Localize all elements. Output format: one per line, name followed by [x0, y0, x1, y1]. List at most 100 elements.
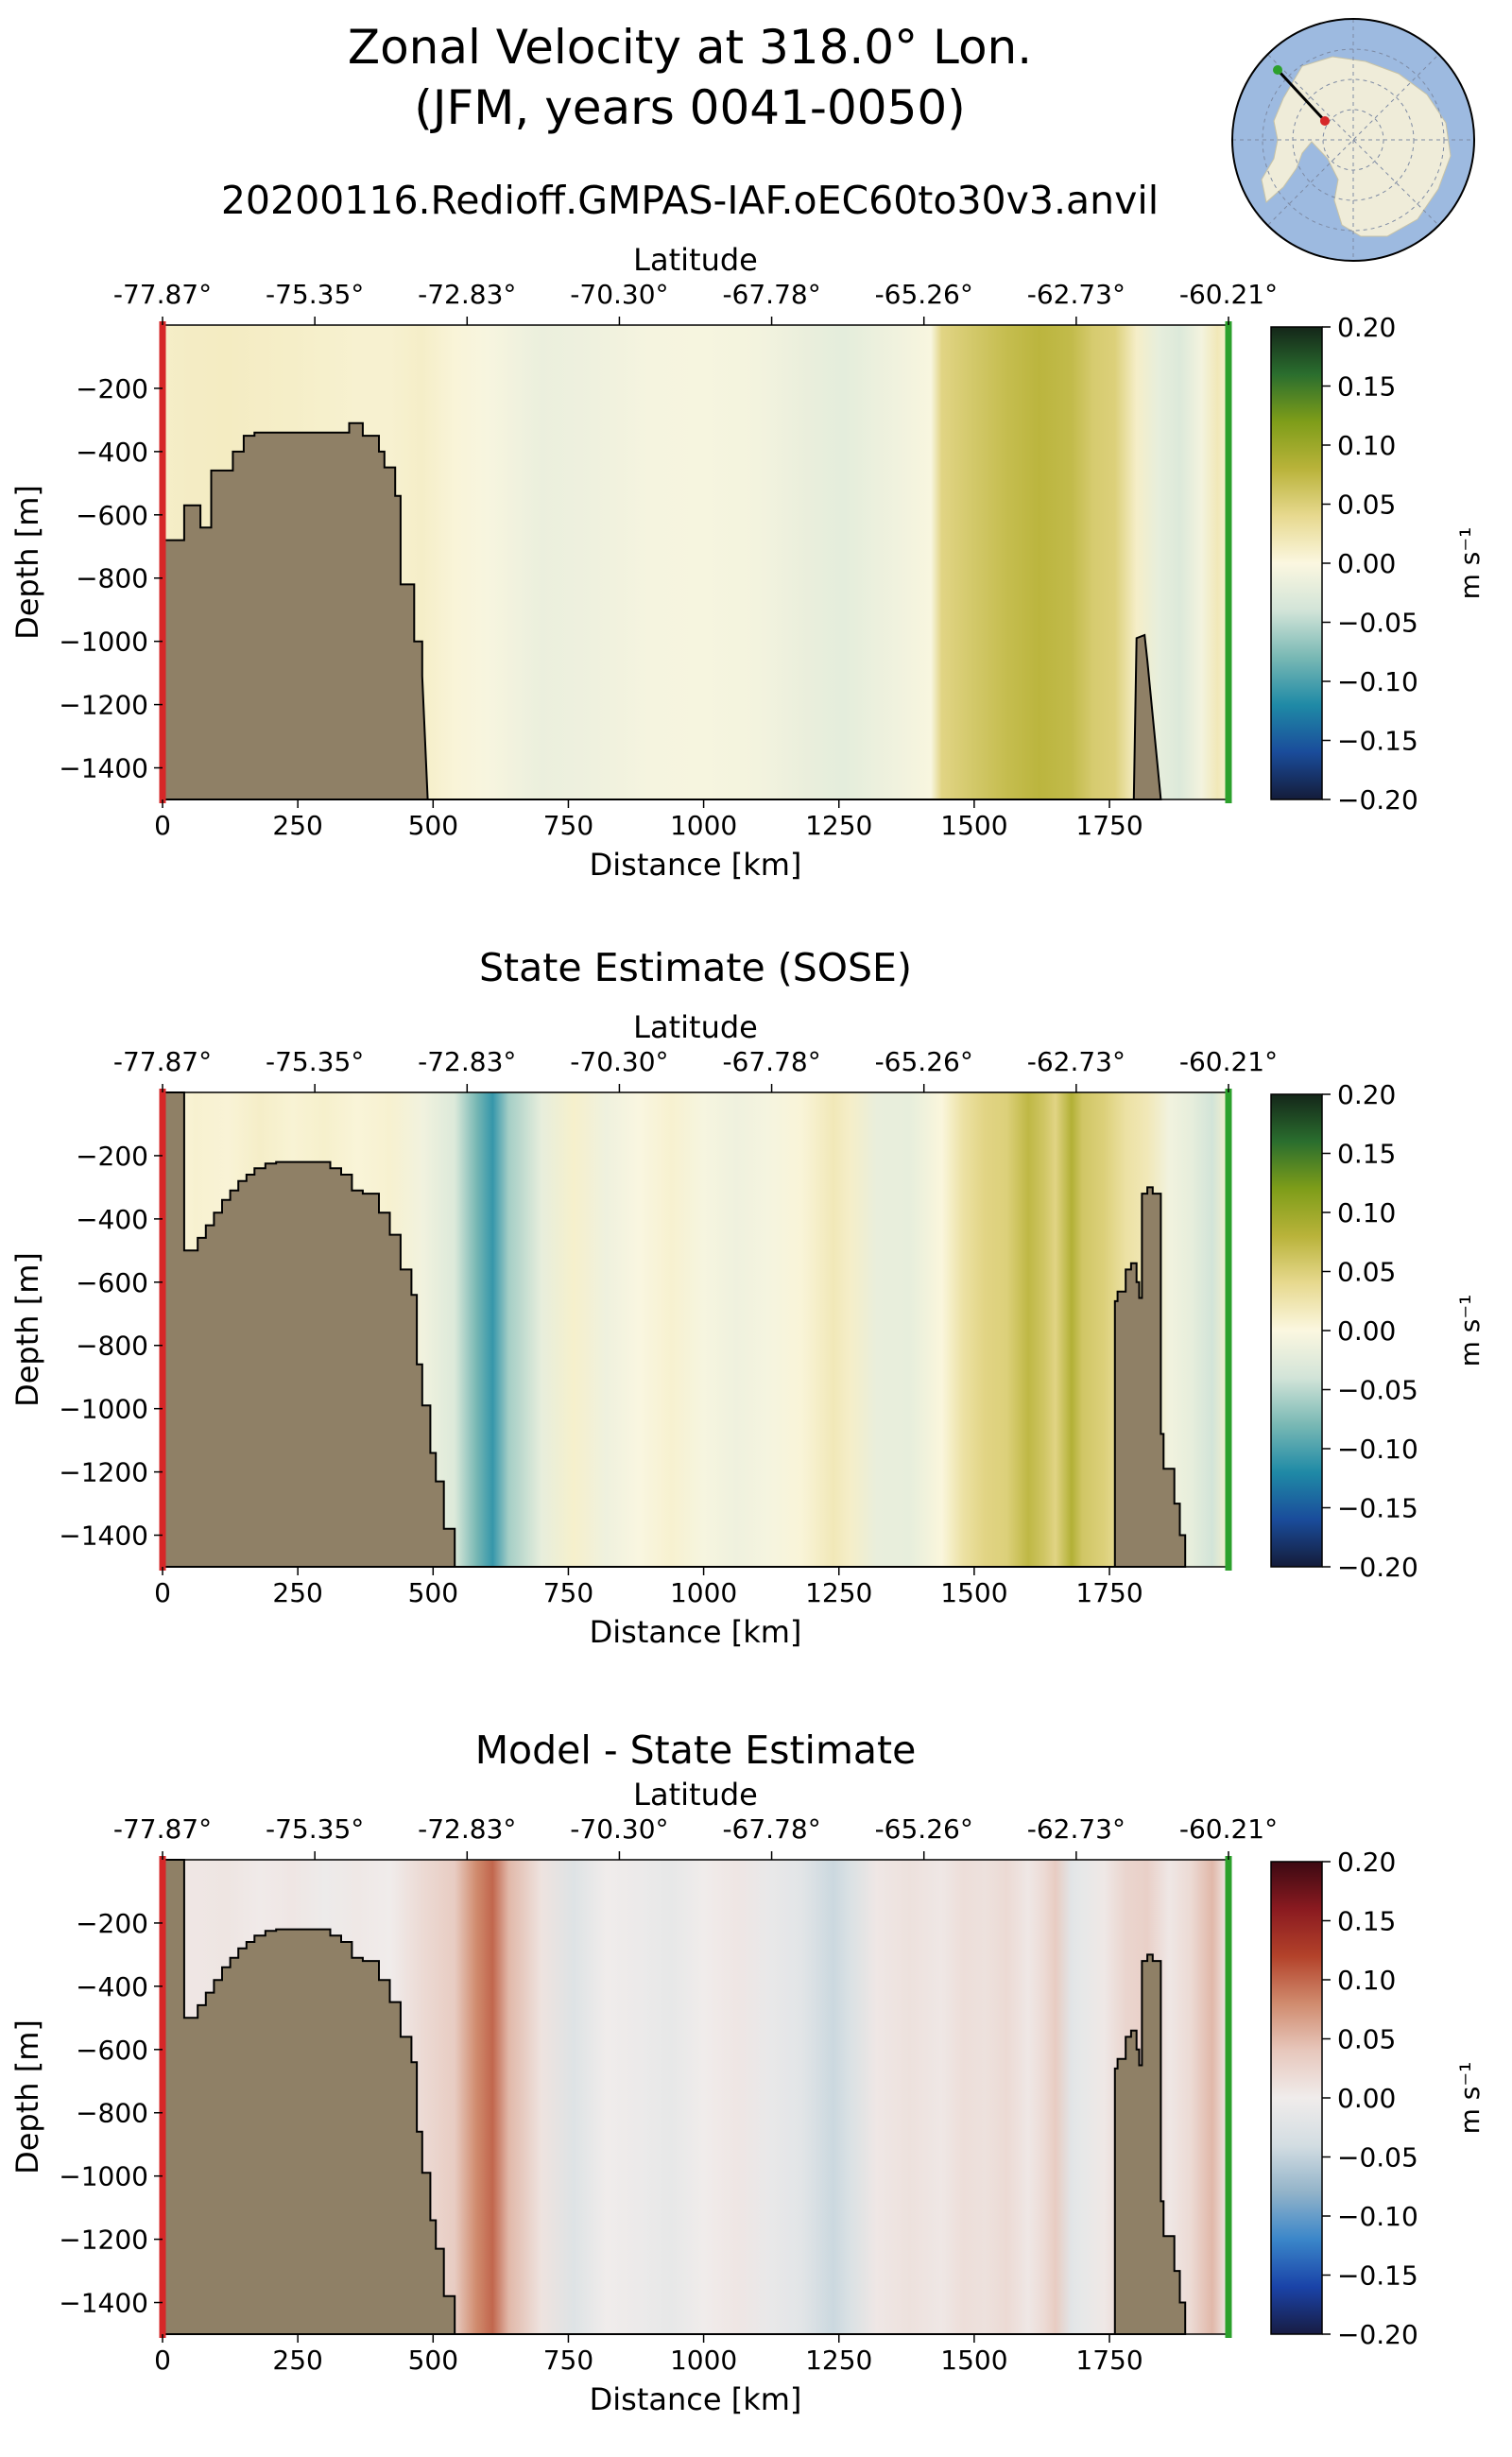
y-tick-label: −400	[76, 1204, 148, 1235]
lat-tick-label: -75.35°	[266, 1046, 364, 1077]
lat-tick-label: -70.30°	[570, 1046, 668, 1077]
x-tick-label: 250	[272, 2345, 322, 2376]
bathymetry	[162, 421, 1162, 800]
y-tick-label: −200	[76, 373, 148, 404]
figure-title: Zonal Velocity at 318.0° Lon.	[347, 20, 1033, 75]
lat-tick-label: -60.21°	[1179, 279, 1278, 310]
chart-panel-2: 0 250 500 750 1000 1250 1500 1750 Distance [km] -…	[9, 1777, 1486, 2417]
lat-tick-label: -67.78°	[722, 1046, 820, 1077]
x-tick-label: 1500	[940, 1577, 1007, 1608]
x-axis-label: Distance [km]	[590, 1614, 802, 1650]
x-tick-label: 500	[408, 1577, 458, 1608]
x-tick-label: 1000	[670, 1577, 737, 1608]
lat-axis-label: Latitude	[633, 1777, 758, 1813]
lat-tick-label: -70.30°	[570, 279, 668, 310]
lat-tick-label: -70.30°	[570, 1813, 668, 1845]
colorbar-tick-label: 0.00	[1337, 548, 1396, 579]
lat-axis-label: Latitude	[633, 242, 758, 278]
colorbar-tick-label: 0.05	[1337, 1257, 1396, 1288]
chart-panel-0: 0 250 500 750 1000 1250 1500 1750 Distance [km] -…	[9, 242, 1486, 883]
x-axis-label: Distance [km]	[590, 847, 802, 883]
colorbar-tick-label: −0.05	[1337, 1375, 1418, 1406]
colorbar-tick-label: 0.10	[1337, 1197, 1396, 1228]
y-tick-label: −800	[76, 2098, 148, 2129]
colorbar	[1270, 1093, 1323, 1568]
colorbar-label: m s⁻¹	[1454, 2062, 1486, 2135]
lat-tick-label: -75.35°	[266, 1813, 364, 1845]
colorbar-tick-label: −0.20	[1337, 784, 1418, 816]
lat-tick-label: -65.26°	[875, 279, 973, 310]
y-tick-label: −400	[76, 437, 148, 468]
x-tick-label: 1250	[805, 810, 872, 841]
x-tick-label: 1000	[670, 810, 737, 841]
section-start-marker	[1320, 116, 1330, 126]
lat-tick-label: -67.78°	[722, 279, 820, 310]
lat-tick-label: -72.83°	[418, 1046, 516, 1077]
x-tick-label: 500	[408, 810, 458, 841]
colorbar-label: m s⁻¹	[1454, 527, 1486, 600]
y-tick-label: −1000	[59, 627, 148, 658]
x-tick-label: 1500	[940, 810, 1007, 841]
x-tick-label: 1250	[805, 1577, 872, 1608]
lat-tick-label: -62.73°	[1027, 279, 1125, 310]
colorbar-tick-label: 0.10	[1337, 1965, 1396, 1996]
panel-title-model: 20200116.Redioff.GMPAS-IAF.oEC60to30v3.a…	[220, 178, 1160, 223]
lat-tick-label: -75.35°	[266, 279, 364, 310]
y-tick-label: −1400	[59, 753, 148, 784]
x-tick-label: 500	[408, 2345, 458, 2376]
x-tick-label: 1250	[805, 2345, 872, 2376]
colorbar-tick-label: −0.20	[1337, 2319, 1418, 2350]
colorbar-tick-label: −0.10	[1337, 1434, 1418, 1465]
panel-title-sose: State Estimate (SOSE)	[479, 945, 912, 990]
x-tick-label: 750	[543, 2345, 593, 2376]
colorbar-tick-label: −0.15	[1337, 726, 1418, 757]
figure-subtitle: (JFM, years 0041-0050)	[414, 80, 966, 135]
y-tick-label: −1400	[59, 1521, 148, 1552]
lat-tick-label: -62.73°	[1027, 1813, 1125, 1845]
y-axis-label: Depth [m]	[9, 2019, 45, 2174]
x-tick-label: 0	[154, 1577, 171, 1608]
section-end-marker	[1273, 65, 1282, 75]
colorbar-tick-label: −0.15	[1337, 1493, 1418, 1524]
x-tick-label: 1500	[940, 2345, 1007, 2376]
y-tick-label: −800	[76, 1331, 148, 1362]
y-tick-label: −200	[76, 1141, 148, 1172]
y-tick-label: −200	[76, 1908, 148, 1939]
lat-tick-label: -60.21°	[1179, 1046, 1278, 1077]
y-tick-label: −1200	[59, 2225, 148, 2256]
lat-tick-label: -65.26°	[875, 1046, 973, 1077]
lat-tick-label: -67.78°	[722, 1813, 820, 1845]
colorbar-tick-label: 0.15	[1337, 1139, 1396, 1170]
x-tick-label: 250	[272, 810, 322, 841]
colorbar-tick-label: 0.20	[1337, 312, 1396, 343]
lat-tick-label: -77.87°	[113, 1813, 212, 1845]
colorbar-tick-label: 0.20	[1337, 1079, 1396, 1110]
lat-tick-label: -77.87°	[113, 279, 212, 310]
colorbar-tick-label: 0.05	[1337, 490, 1396, 521]
colorbar-tick-label: 0.15	[1337, 1906, 1396, 1937]
x-tick-label: 1750	[1075, 1577, 1143, 1608]
lat-tick-label: -60.21°	[1179, 1813, 1278, 1845]
y-axis-label: Depth [m]	[9, 1252, 45, 1407]
inset-map	[1231, 18, 1475, 262]
lat-tick-label: -72.83°	[418, 1813, 516, 1845]
colorbar-tick-label: −0.10	[1337, 2201, 1418, 2232]
x-tick-label: 750	[543, 810, 593, 841]
y-tick-label: −400	[76, 1971, 148, 2002]
x-tick-label: 1750	[1075, 2345, 1143, 2376]
colorbar-tick-label: −0.10	[1337, 666, 1418, 697]
lat-tick-label: -77.87°	[113, 1046, 212, 1077]
section-line	[1276, 68, 1327, 123]
colorbar-tick-label: 0.10	[1337, 430, 1396, 461]
y-tick-label: −1200	[59, 690, 148, 721]
lat-tick-label: -65.26°	[875, 1813, 973, 1845]
colorbar-tick-label: −0.15	[1337, 2260, 1418, 2292]
colorbar-tick-label: −0.05	[1337, 2142, 1418, 2174]
colorbar-tick-label: 0.00	[1337, 1315, 1396, 1347]
colorbar-label: m s⁻¹	[1454, 1295, 1486, 1367]
y-tick-label: −1000	[59, 2161, 148, 2192]
y-tick-label: −600	[76, 1267, 148, 1298]
y-axis-label: Depth [m]	[9, 485, 45, 640]
y-tick-label: −600	[76, 2035, 148, 2066]
x-tick-label: 0	[154, 2345, 171, 2376]
